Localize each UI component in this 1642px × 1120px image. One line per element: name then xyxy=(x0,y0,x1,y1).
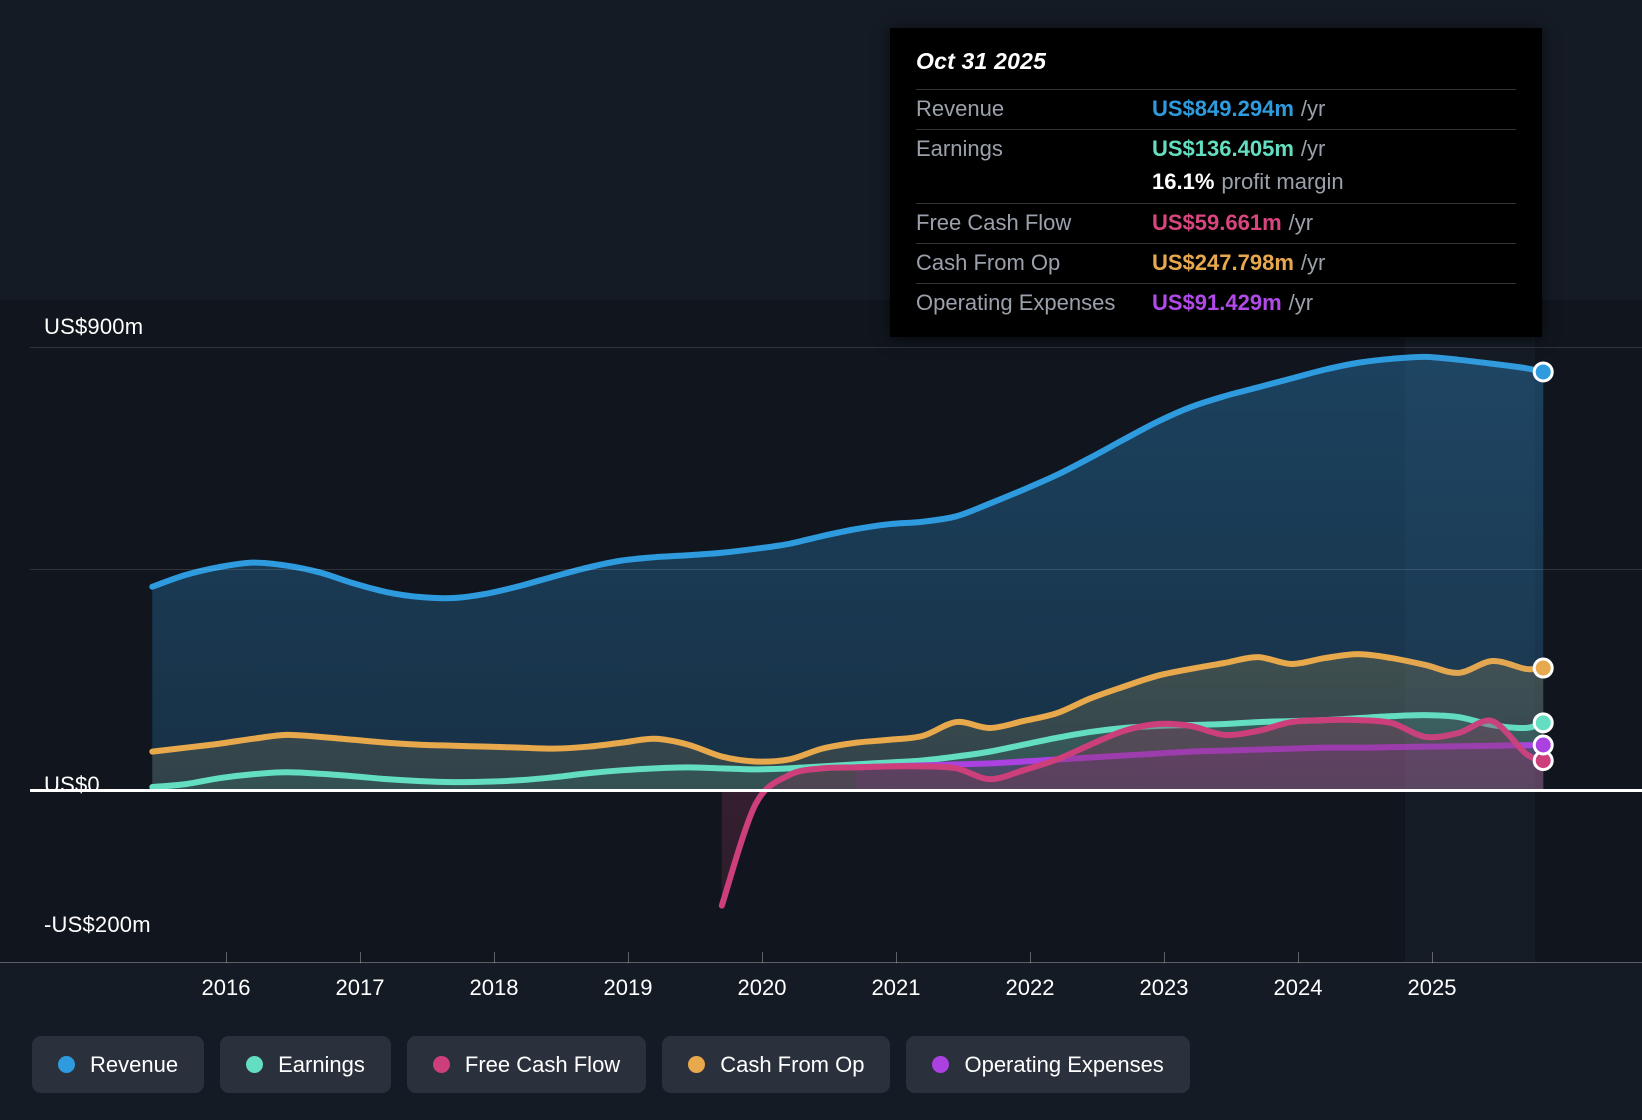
line-revenue xyxy=(149,353,1547,602)
legend-item-earnings[interactable]: Earnings xyxy=(220,1036,391,1093)
legend-color-dot-icon xyxy=(932,1056,950,1073)
tooltip-row: Earnings US$136.405m/yr xyxy=(916,129,1516,169)
gridline-900 xyxy=(30,347,1642,348)
tooltip-metric-value-group: 16.1% profit margin xyxy=(1152,169,1344,195)
endpoint-marker-earnings xyxy=(1532,712,1554,734)
x-axis-tick-2020 xyxy=(762,952,763,963)
x-axis-label-2021: 2021 xyxy=(871,975,921,1000)
line-free-cash-flow xyxy=(718,716,1547,909)
x-axis-tick-2024 xyxy=(1298,952,1299,963)
gridline-450 xyxy=(30,568,1642,570)
x-axis-tick-2023 xyxy=(1164,952,1165,963)
legend-item-cash-from-op[interactable]: Cash From Op xyxy=(662,1036,891,1093)
x-axis-label-2016: 2016 xyxy=(201,975,251,1000)
x-axis-tick-2022 xyxy=(1030,952,1031,963)
x-axis-label-2022: 2022 xyxy=(1005,975,1055,1000)
legend-item-label: Revenue xyxy=(90,1051,179,1077)
tooltip-metric-label: Revenue xyxy=(916,96,1005,121)
tooltip-row: Revenue US$849.294m/yr xyxy=(916,89,1516,129)
tooltip-metric-value-group: US$91.429m/yr xyxy=(1152,290,1313,316)
y-axis-label-0: US$0 xyxy=(44,772,100,797)
legend-item-free-cash-flow[interactable]: Free Cash Flow xyxy=(406,1036,647,1093)
data-tooltip: Oct 31 2025 Revenue US$849.294m/yr Earning… xyxy=(890,28,1542,337)
tooltip-metric-label: Cash From Op xyxy=(916,250,1061,275)
tooltip-row: Free Cash Flow US$59.661m/yr xyxy=(916,203,1516,243)
x-axis-line xyxy=(0,962,1642,963)
tooltip-metric-label: Operating Expenses xyxy=(916,290,1116,315)
x-axis-tick-2019 xyxy=(628,952,629,963)
chart-legend[interactable]: Revenue Earnings Free Cash Flow Cash From O… xyxy=(32,1036,1190,1093)
tooltip-metric-suffix: profit margin xyxy=(1221,169,1344,194)
endpoint-marker-revenue xyxy=(1532,361,1554,383)
tooltip-metric-value-group: US$59.661m/yr xyxy=(1152,210,1313,236)
tooltip-metric-value: US$91.429m xyxy=(1152,290,1282,315)
x-axis-label-2023: 2023 xyxy=(1139,975,1189,1000)
y-axis-label-neg200m: -US$200m xyxy=(44,912,151,937)
tooltip-metric-value: US$247.798m xyxy=(1152,250,1294,275)
x-axis-label-2020: 2020 xyxy=(737,975,787,1000)
x-axis-label-2024: 2024 xyxy=(1273,975,1323,1000)
legend-color-dot-icon xyxy=(688,1056,706,1073)
tooltip-metric-label: Free Cash Flow xyxy=(916,210,1072,235)
tooltip-metric-value: 16.1% xyxy=(1152,169,1215,194)
legend-item-label: Cash From Op xyxy=(720,1051,865,1077)
tooltip-metric-suffix: /yr xyxy=(1300,250,1326,275)
area-fill-free-cash-flow xyxy=(721,719,1544,906)
tooltip-metric-label: Earnings xyxy=(916,136,1003,161)
tooltip-row: Operating Expenses US$91.429m/yr xyxy=(916,283,1516,323)
legend-color-dot-icon xyxy=(58,1056,75,1073)
tooltip-metric-value: US$849.294m xyxy=(1152,96,1294,121)
zero-baseline xyxy=(30,789,1642,792)
x-axis-tick-2021 xyxy=(896,952,897,963)
x-axis-label-2017: 2017 xyxy=(335,975,385,1000)
tooltip-metric-value: US$59.661m xyxy=(1152,210,1282,235)
x-axis-label-2025: 2025 xyxy=(1407,975,1457,1000)
legend-item-label: Operating Expenses xyxy=(964,1051,1164,1077)
tooltip-metric-value-group: US$136.405m/yr xyxy=(1152,136,1325,162)
chart-plot-area[interactable] xyxy=(0,300,1642,962)
financial-area-chart xyxy=(149,353,1554,909)
tooltip-metric-suffix: /yr xyxy=(1288,210,1314,235)
x-axis-label-2018: 2018 xyxy=(469,975,519,1000)
endpoint-marker-operating-expenses xyxy=(1532,734,1554,756)
x-axis-tick-2017 xyxy=(360,952,361,963)
tooltip-row: 16.1% profit margin xyxy=(916,169,1516,203)
x-axis-label-2019: 2019 xyxy=(603,975,653,1000)
y-axis-label-900m: US$900m xyxy=(44,314,144,339)
legend-item-operating-expenses[interactable]: Operating Expenses xyxy=(906,1036,1190,1093)
endpoint-marker-cash-from-op xyxy=(1532,657,1554,679)
tooltip-rows: Revenue US$849.294m/yr Earnings US$136.405m… xyxy=(916,89,1516,323)
legend-item-revenue[interactable]: Revenue xyxy=(32,1036,205,1093)
tooltip-metric-value: US$136.405m xyxy=(1152,136,1294,161)
chart-clip xyxy=(0,300,1642,962)
tooltip-metric-value-group: US$247.798m/yr xyxy=(1152,250,1325,276)
tooltip-metric-suffix: /yr xyxy=(1300,96,1326,121)
x-axis-tick-2016 xyxy=(226,952,227,963)
x-axis-tick-2025 xyxy=(1432,952,1433,963)
legend-item-label: Earnings xyxy=(278,1051,365,1077)
hover-highlight-band xyxy=(1405,330,1535,962)
tooltip-metric-suffix: /yr xyxy=(1300,136,1326,161)
tooltip-date: Oct 31 2025 xyxy=(916,48,1047,74)
legend-color-dot-icon xyxy=(246,1056,264,1073)
tooltip-metric-suffix: /yr xyxy=(1288,290,1314,315)
x-axis-tick-2018 xyxy=(494,952,495,963)
legend-item-label: Free Cash Flow xyxy=(464,1051,621,1077)
tooltip-metric-value-group: US$849.294m/yr xyxy=(1152,96,1325,122)
legend-color-dot-icon xyxy=(432,1056,450,1073)
line-cash-from-op xyxy=(149,651,1547,765)
tooltip-row: Cash From Op US$247.798m/yr xyxy=(916,243,1516,283)
